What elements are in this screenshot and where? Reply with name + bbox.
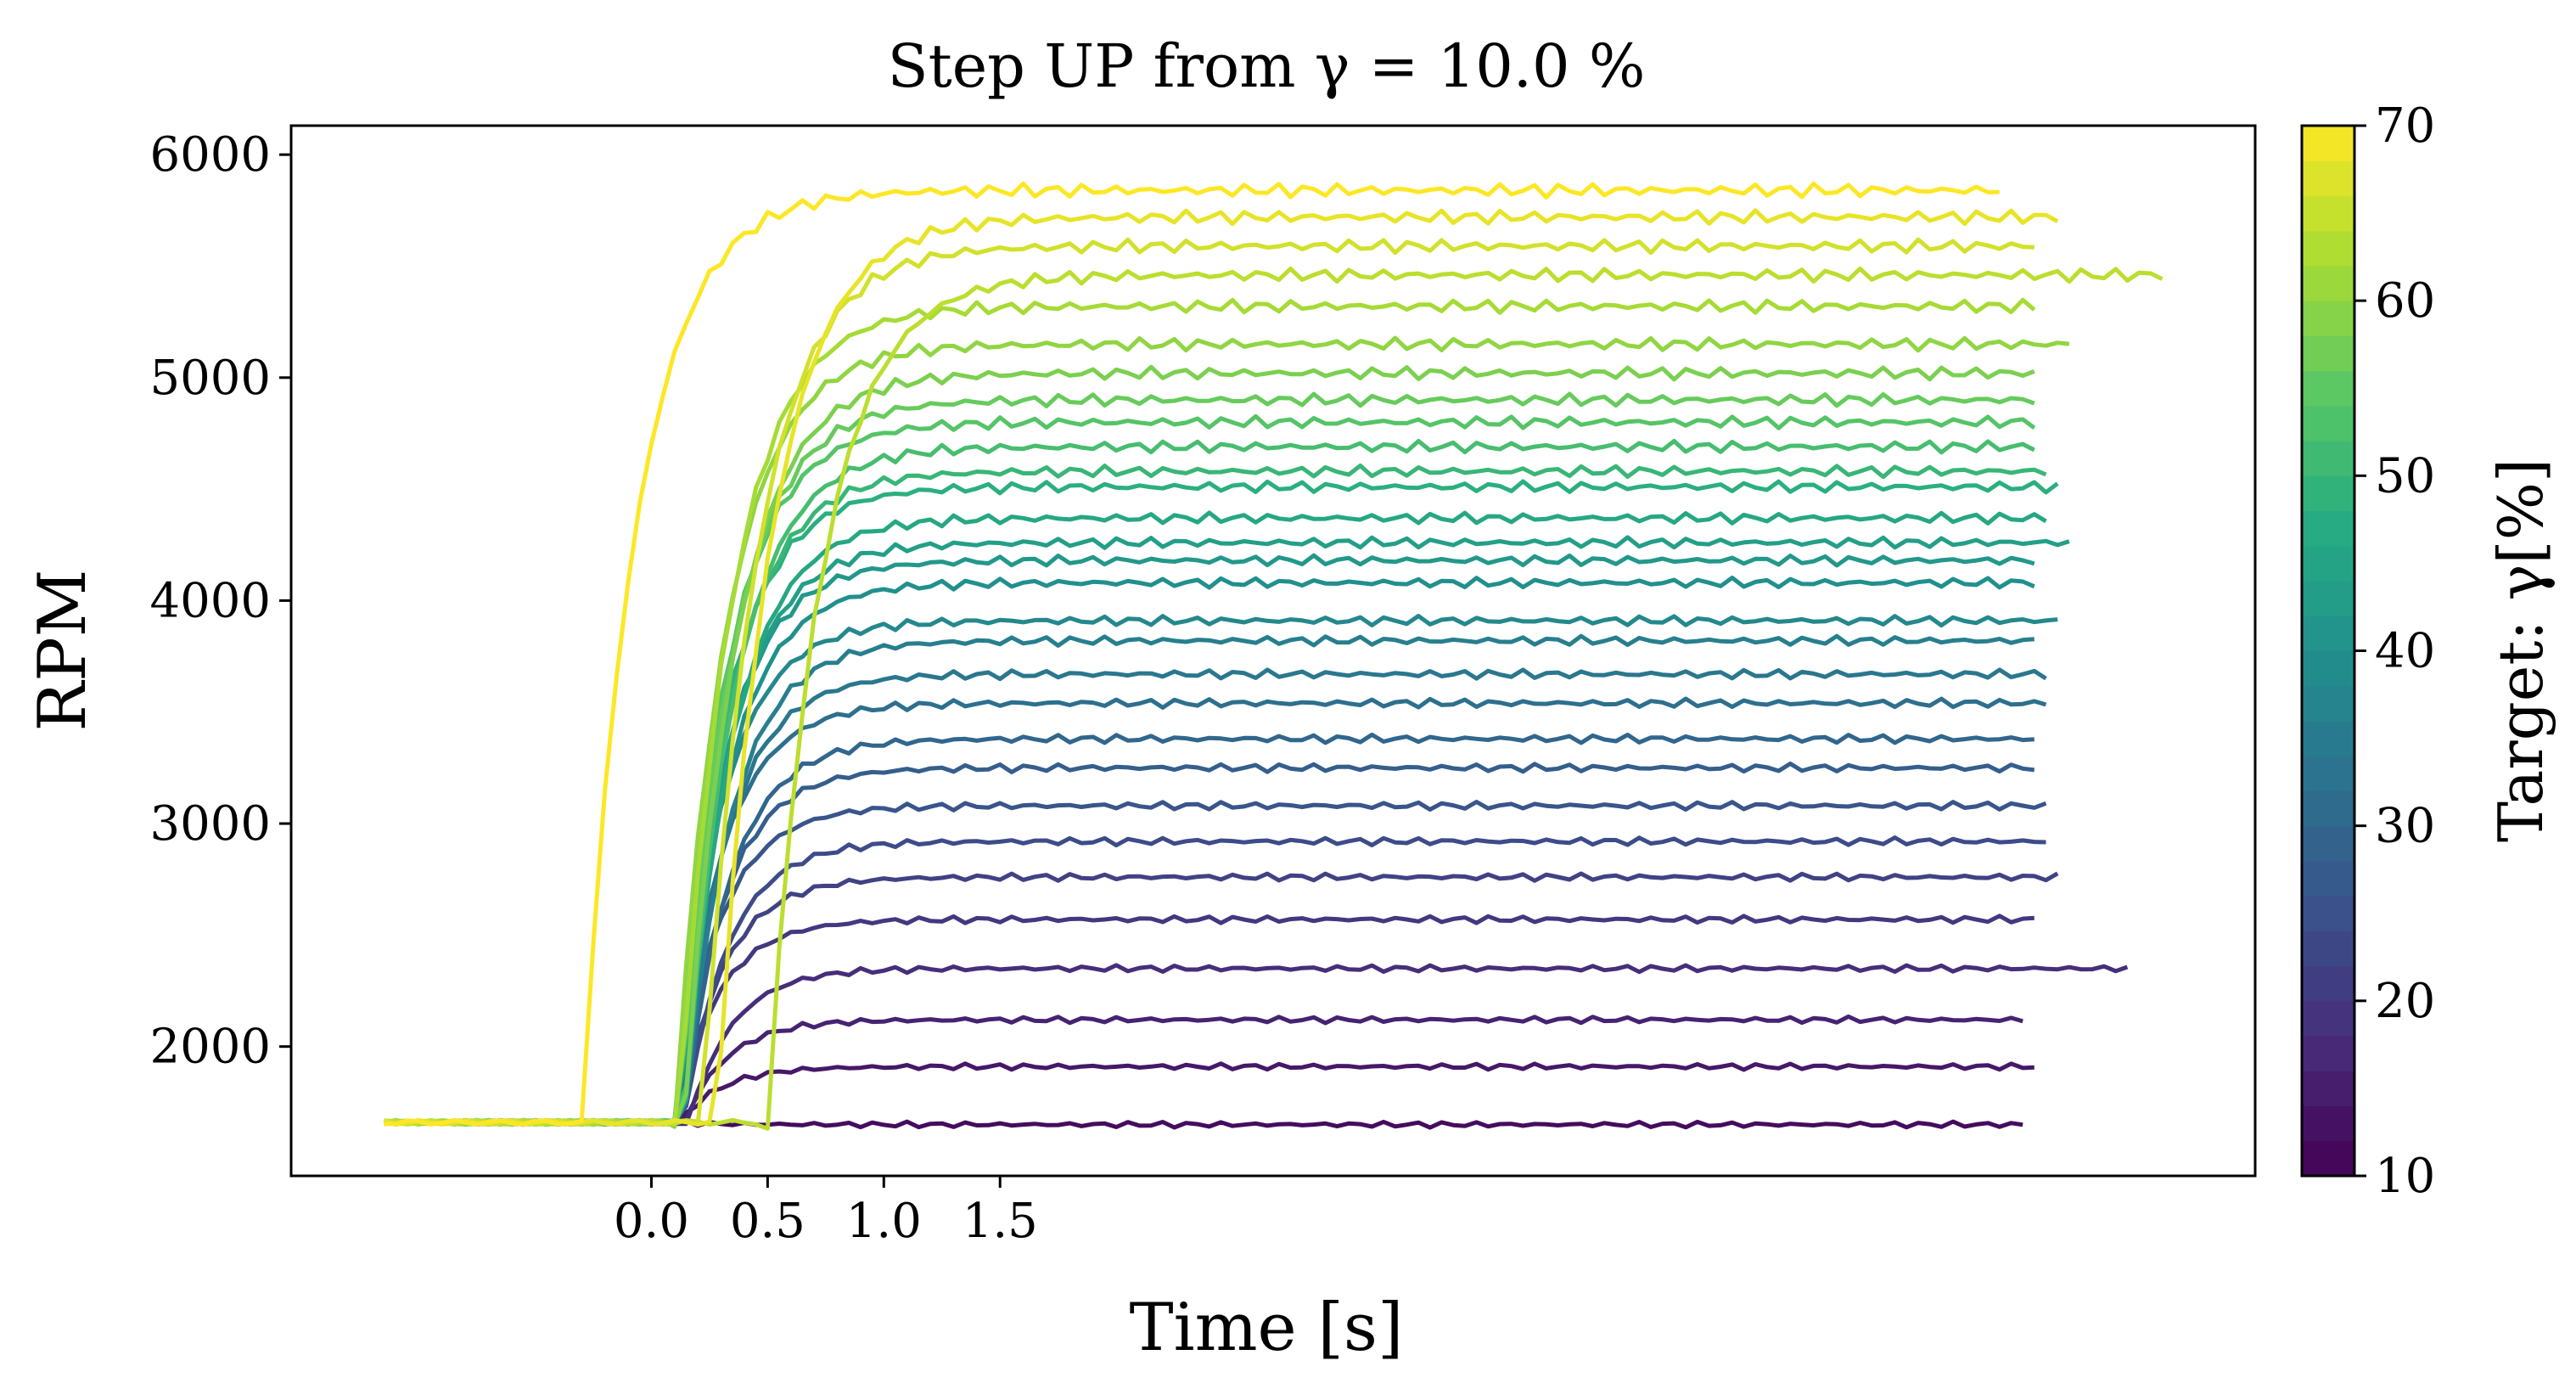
- series-line-24: [453, 835, 2046, 1127]
- colorbar-band: [2302, 441, 2354, 476]
- colorbar-band: [2302, 825, 2354, 862]
- series-line-14: [453, 1061, 2034, 1127]
- series-line-54: [453, 413, 2036, 1128]
- colorbar-band: [2302, 1000, 2354, 1037]
- colorbar-band: [2302, 301, 2354, 336]
- series-line-70: [384, 181, 2000, 1127]
- colorbar-band: [2302, 650, 2354, 687]
- x-tick-label: 0.5: [730, 1194, 805, 1249]
- y-tick-label: 2000: [149, 1020, 271, 1075]
- colorbar-band: [2302, 860, 2354, 897]
- series-line-64: [384, 267, 2164, 1131]
- colorbar-band: [2302, 545, 2354, 582]
- series-line-46: [453, 510, 2047, 1127]
- colorbar-band: [2302, 756, 2354, 792]
- plot-frame: [289, 124, 2257, 1178]
- colorbar-band: [2302, 265, 2354, 301]
- colorbar-band: [2302, 965, 2354, 1002]
- x-tick-label: 1.5: [962, 1194, 1038, 1249]
- x-axis: 0.0 0.5 1.0 1.5: [614, 1176, 1038, 1249]
- colorbar-tick-label: 40: [2375, 624, 2435, 679]
- colorbar-band: [2302, 335, 2354, 372]
- series-line-20: [453, 914, 2034, 1127]
- series-line-52: [453, 439, 2035, 1127]
- colorbar-band: [2302, 720, 2354, 756]
- colorbar-tick-label: 10: [2375, 1149, 2435, 1204]
- colorbar-band: [2302, 581, 2354, 616]
- colorbar-tick-label: 20: [2375, 974, 2435, 1029]
- y-tick-label: 6000: [149, 127, 271, 183]
- colorbar-band: [2302, 230, 2354, 267]
- y-tick-label: 4000: [149, 573, 271, 628]
- series-line-58: [453, 364, 2035, 1127]
- plot-lines: [383, 181, 2164, 1131]
- y-tick-label: 5000: [149, 351, 271, 406]
- series-line-56: [453, 391, 2035, 1127]
- colorbar-band: [2302, 1071, 2354, 1107]
- series-line-36: [453, 633, 2035, 1127]
- colorbar-band: [2302, 1140, 2354, 1177]
- colorbar-band: [2302, 126, 2354, 161]
- x-axis-label: Time [s]: [1130, 1290, 1404, 1366]
- colorbar-band: [2302, 370, 2354, 407]
- colorbar-tick-label: 30: [2375, 799, 2435, 854]
- colorbar-band: [2302, 510, 2354, 547]
- colorbar-band: [2302, 1036, 2354, 1071]
- colorbar-band: [2302, 790, 2354, 827]
- series-line-22: [453, 871, 2059, 1127]
- colorbar-band: [2302, 405, 2354, 441]
- colorbar-band: [2302, 685, 2354, 722]
- y-tick-label: 3000: [149, 796, 271, 852]
- series-line-68: [383, 208, 2059, 1127]
- colorbar-band: [2302, 1105, 2354, 1142]
- y-axis-label: RPM: [25, 569, 101, 731]
- colorbar-band: [2302, 931, 2354, 967]
- colorbar-label: Target: γ[%]: [2485, 458, 2556, 842]
- series-line-16: [453, 1014, 2023, 1127]
- colorbar-band: [2302, 475, 2354, 512]
- y-axis: 2000 3000 4000 5000 6000: [149, 127, 291, 1075]
- colorbar-band: [2302, 195, 2354, 232]
- colorbar-tick-label: 60: [2375, 273, 2435, 329]
- colorbar-tick-label: 70: [2375, 98, 2435, 154]
- colorbar-band: [2302, 160, 2354, 197]
- chart-title: Step UP from γ = 10.0 %: [888, 31, 1646, 101]
- colorbar-tick-label: 50: [2375, 448, 2435, 503]
- colorbar: 10 20 30 40 50 60 70: [2300, 98, 2435, 1204]
- series-line-60: [383, 335, 2070, 1129]
- colorbar-band: [2302, 616, 2354, 652]
- colorbar-band: [2302, 896, 2354, 931]
- x-tick-label: 0.0: [614, 1194, 689, 1249]
- x-tick-label: 1.0: [846, 1194, 922, 1249]
- series-line-18: [453, 963, 2129, 1127]
